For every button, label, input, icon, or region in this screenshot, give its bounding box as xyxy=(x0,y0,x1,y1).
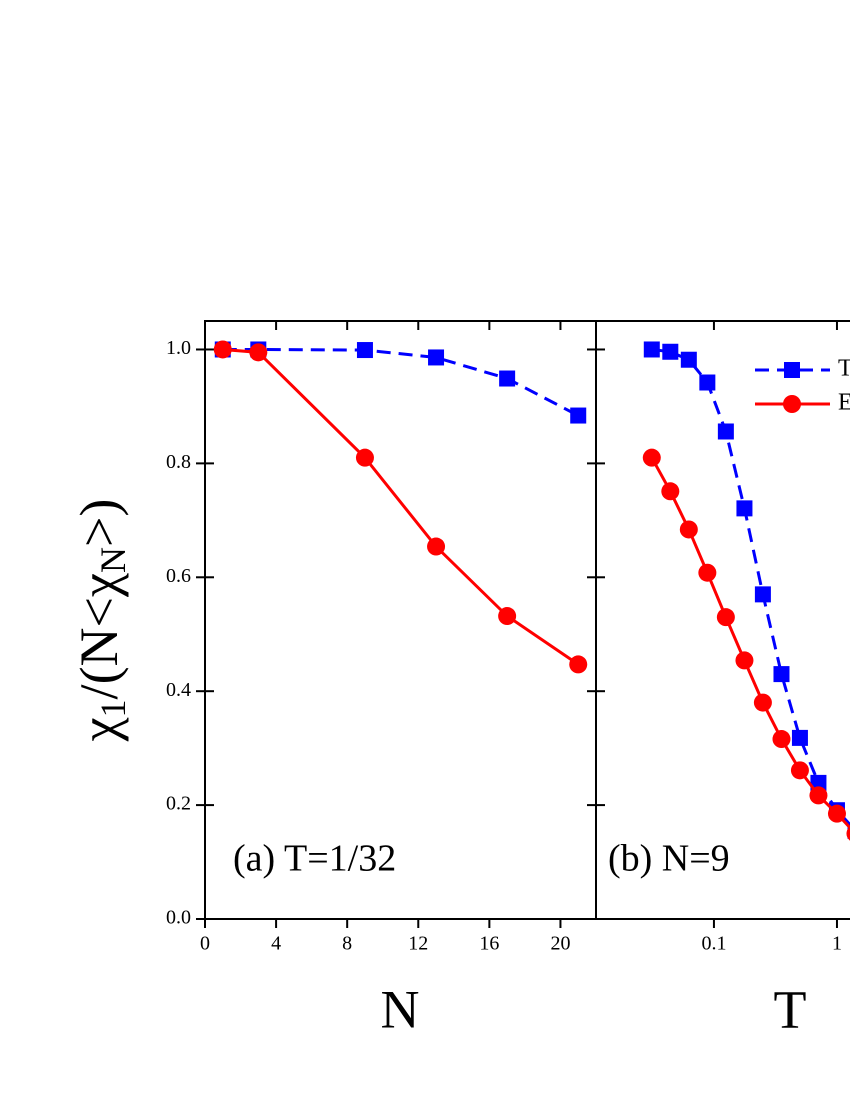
x-axis-label: N xyxy=(381,979,420,1039)
y-tick-label: 0.6 xyxy=(166,565,191,587)
y-tick-label: 1.0 xyxy=(166,337,191,359)
marker xyxy=(772,730,791,749)
legend-marker xyxy=(783,395,801,413)
y-tick-label: 0.2 xyxy=(166,793,191,815)
marker xyxy=(662,343,679,360)
marker xyxy=(679,520,698,539)
series-line xyxy=(651,347,850,827)
marker xyxy=(570,407,587,424)
x-axis-label: T xyxy=(774,979,807,1039)
series-line xyxy=(222,347,580,666)
marker xyxy=(249,343,268,362)
legend-label: T xyxy=(838,356,850,382)
marker xyxy=(428,349,445,366)
marker xyxy=(791,729,808,746)
marker xyxy=(643,341,660,358)
panel: 0.1 1T(b) N=9TE xyxy=(587,320,850,1039)
marker xyxy=(213,340,232,359)
x-tick-label: 12 xyxy=(408,933,428,955)
marker xyxy=(716,608,735,627)
marker xyxy=(790,761,809,780)
annotation: (b) N=9 xyxy=(608,838,730,880)
x-tick-label: 0.1 xyxy=(701,933,726,955)
marker xyxy=(642,448,661,467)
marker xyxy=(717,423,734,440)
x-tick-label: 20 xyxy=(550,933,570,955)
marker xyxy=(810,774,827,791)
y-tick-label: 0.0 xyxy=(166,907,191,929)
plot-frame xyxy=(595,320,850,920)
marker xyxy=(773,666,790,683)
x-tick-label: 1 xyxy=(832,933,842,955)
legend-marker xyxy=(784,362,800,378)
marker xyxy=(680,351,697,368)
series-line xyxy=(222,347,579,417)
marker xyxy=(427,537,446,556)
y-axis-label: χ1/(N<χN>) xyxy=(69,499,133,743)
marker xyxy=(753,693,772,712)
x-tick-label: 8 xyxy=(342,933,352,955)
marker xyxy=(754,586,771,603)
marker xyxy=(356,342,373,359)
x-tick-label: 4 xyxy=(271,933,281,955)
legend-label: E xyxy=(838,390,850,416)
marker xyxy=(699,374,716,391)
marker xyxy=(846,826,850,841)
marker xyxy=(827,804,846,823)
x-tick-label: 16 xyxy=(479,933,499,955)
panel: 0.0 0.2 0.4 0.6 0.8 1.0 0 4 8 12 16 20 N (a) T=1/32 xyxy=(166,320,597,1039)
x-tick-label: 0 xyxy=(200,933,210,955)
marker xyxy=(698,563,717,582)
marker xyxy=(809,786,828,805)
marker xyxy=(498,607,517,626)
marker xyxy=(661,482,680,501)
y-tick-label: 0.8 xyxy=(166,451,191,473)
marker xyxy=(735,651,754,670)
marker xyxy=(569,655,588,674)
y-tick-label: 0.4 xyxy=(166,679,191,701)
plot-frame xyxy=(204,320,597,920)
marker xyxy=(499,370,516,387)
marker xyxy=(355,448,374,467)
annotation: (a) T=1/32 xyxy=(233,838,396,880)
marker xyxy=(736,500,753,517)
